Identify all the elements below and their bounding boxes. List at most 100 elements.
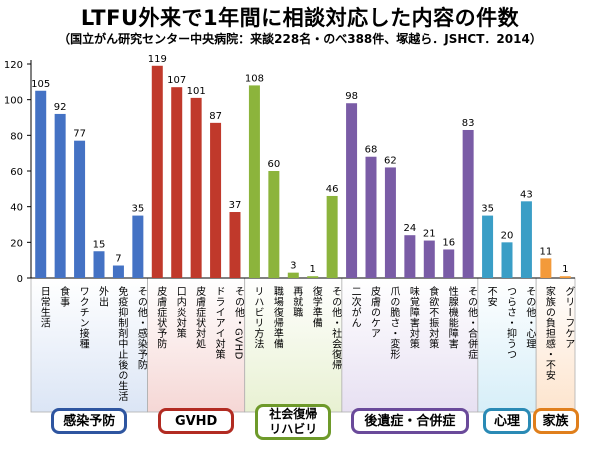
bar xyxy=(443,249,455,278)
bar xyxy=(171,87,183,278)
data-label: 24 xyxy=(403,223,416,234)
category-label: その他・GVHD xyxy=(233,286,245,360)
group-label-4: 心理 xyxy=(483,408,531,434)
bar xyxy=(346,103,358,278)
category-label: 皮膚症状対処 xyxy=(194,285,206,350)
data-label: 119 xyxy=(148,54,167,65)
category-label: その他・心理 xyxy=(524,286,536,349)
group-panel-3 xyxy=(341,277,479,413)
category-label: 職場復帰準備 xyxy=(271,286,283,350)
bar xyxy=(520,201,532,278)
group-label-line: リハビリ xyxy=(269,422,318,436)
y-tick-label: 80 xyxy=(10,131,23,142)
category-label: 口内炎対策 xyxy=(174,286,186,339)
category-label: 爪の脆さ・変形 xyxy=(388,286,400,360)
bar xyxy=(54,113,66,278)
data-label: 20 xyxy=(501,230,514,241)
category-label: 家族の負担感・不安 xyxy=(543,285,555,381)
data-label: 92 xyxy=(54,102,67,113)
group-label-0: 感染予防 xyxy=(51,408,128,434)
group-label-2: 社会復帰 リハビリ xyxy=(255,404,332,440)
data-label: 83 xyxy=(462,118,475,129)
category-label: ワクチン接種 xyxy=(77,286,89,349)
data-label: 3 xyxy=(290,261,296,272)
bar xyxy=(35,90,47,278)
group-label-1: GVHD xyxy=(158,408,235,434)
bar xyxy=(307,276,319,278)
y-tick-label: 40 xyxy=(10,203,23,214)
bar xyxy=(132,215,144,278)
data-label: 15 xyxy=(93,239,106,250)
data-label: 16 xyxy=(442,237,455,248)
data-label: 68 xyxy=(365,145,378,156)
group-label-line: 後遺症・合併症 xyxy=(364,413,456,429)
group-panel-0 xyxy=(30,277,148,413)
category-label: 皮膚のケア xyxy=(369,285,381,339)
group-panel-4 xyxy=(477,277,537,413)
bar xyxy=(268,171,280,278)
bar xyxy=(559,276,571,278)
y-tick-label: 0 xyxy=(17,274,23,285)
category-label: 外出 xyxy=(97,286,109,307)
data-label: 35 xyxy=(481,204,494,215)
category-label: その他・合併症 xyxy=(466,286,478,360)
y-tick-label: 20 xyxy=(10,238,23,249)
y-tick-label: 100 xyxy=(4,96,23,107)
data-label: 7 xyxy=(115,254,121,265)
group-panel-5 xyxy=(535,277,576,413)
data-label: 46 xyxy=(326,184,339,195)
category-label: グリーフケア xyxy=(563,286,575,349)
data-label: 108 xyxy=(245,73,264,84)
category-label: 復学準備 xyxy=(310,285,322,329)
group-panel-1 xyxy=(147,277,246,413)
bar xyxy=(112,265,124,278)
bar xyxy=(365,156,377,278)
bar xyxy=(287,272,299,278)
data-label: 62 xyxy=(384,155,397,166)
group-label-3: 後遺症・合併症 xyxy=(350,408,469,434)
group-label-line: 社会復帰 xyxy=(269,407,318,421)
category-label: 二次がん xyxy=(349,286,361,328)
category-label: ドライアイ対策 xyxy=(213,286,225,360)
group-label-line: GVHD xyxy=(174,413,218,429)
bar xyxy=(462,129,474,278)
category-label: 再就職 xyxy=(291,286,303,318)
chart-subtitle: （国立がん研究センター中央病院：来談228名・のべ388件、塚越ら．JSHCT．… xyxy=(58,32,542,46)
category-label: 性腺機能障害 xyxy=(446,285,458,350)
category-label: 皮膚症状予防 xyxy=(155,285,167,350)
group-label-line: 感染予防 xyxy=(63,413,116,429)
category-label: 日常生活 xyxy=(38,286,50,328)
data-label: 98 xyxy=(345,91,358,102)
bar xyxy=(74,140,86,278)
data-label: 37 xyxy=(229,200,242,211)
category-label: リハビリ方法 xyxy=(252,286,264,349)
data-label: 87 xyxy=(209,111,222,122)
category-label: 免疫抑制剤中止後の生活 xyxy=(116,285,128,402)
category-label: 不安 xyxy=(485,286,497,307)
data-label: 1 xyxy=(310,264,316,275)
group-label-line: 家族 xyxy=(542,413,569,429)
bar xyxy=(190,97,202,278)
y-tick-label: 120 xyxy=(4,60,23,71)
category-label: 食事 xyxy=(58,285,70,307)
bar xyxy=(384,167,396,278)
category-label: つらさ・抑うつ xyxy=(505,286,517,360)
bar xyxy=(210,122,222,278)
bar xyxy=(151,65,163,279)
data-label: 77 xyxy=(73,129,86,140)
bar xyxy=(93,251,105,278)
category-label: その他・社会復帰 xyxy=(330,286,342,370)
data-label: 101 xyxy=(187,86,206,97)
group-label-5: 家族 xyxy=(532,408,579,434)
category-label: その他・感染予防 xyxy=(135,286,147,371)
bar xyxy=(248,85,260,279)
data-label: 1 xyxy=(562,264,568,275)
data-label: 11 xyxy=(539,246,552,257)
group-label-line: 心理 xyxy=(493,413,520,429)
bar xyxy=(540,258,552,278)
data-label: 60 xyxy=(267,159,280,170)
category-label: 味覚障害対策 xyxy=(407,286,419,350)
bar xyxy=(501,242,513,278)
chart-title: LTFU外来で1年間に相談対応した内容の件数 xyxy=(80,6,520,30)
bar xyxy=(229,212,241,278)
